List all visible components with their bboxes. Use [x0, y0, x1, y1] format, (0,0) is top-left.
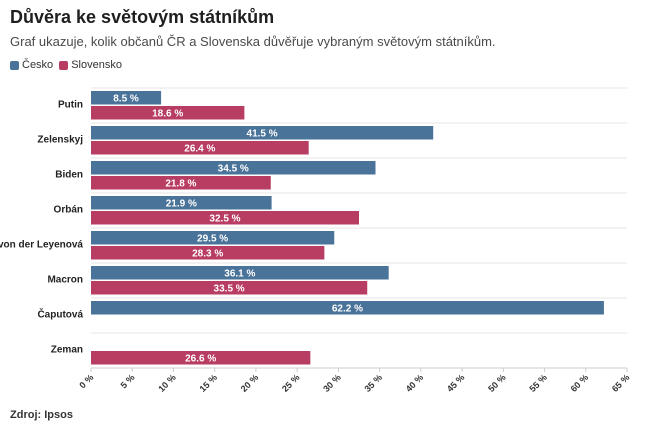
data-label: 32.5 % [209, 213, 240, 224]
bar [91, 211, 359, 225]
x-tick-label: 45 % [445, 372, 467, 394]
x-tick-label: 55 % [527, 372, 549, 394]
x-tick-label: 40 % [404, 372, 426, 394]
data-label: 41.5 % [247, 128, 278, 139]
bar [91, 231, 335, 245]
category-label: Orbán [54, 205, 83, 216]
x-tick-label: 20 % [239, 372, 261, 394]
chart-subtitle: Graf ukazuje, kolik občanů ČR a Slovensk… [10, 34, 496, 49]
source-note: Zdroj: Ipsos [10, 409, 73, 421]
bar [91, 351, 311, 365]
bar [91, 106, 245, 120]
legend-swatch-slovensko [59, 60, 69, 70]
legend-label-cesko: Česko [22, 59, 54, 71]
legend-item-slovensko[interactable]: Slovensko [59, 59, 122, 71]
data-label: 28.3 % [192, 248, 223, 259]
category-label: Čaputová [37, 308, 83, 321]
category-label: Putin [58, 100, 83, 111]
bar [91, 141, 309, 155]
data-label: 34.5 % [218, 163, 249, 174]
x-tick-label: 50 % [486, 372, 508, 394]
bar [91, 266, 389, 280]
x-tick-label: 30 % [321, 372, 343, 394]
category-label: Zelenskyj [37, 135, 83, 146]
x-tick-label: 5 % [119, 372, 137, 390]
bar [91, 91, 162, 105]
category-label: Biden [55, 170, 83, 181]
x-tick-label: 65 % [610, 372, 632, 394]
data-label: 26.4 % [184, 143, 215, 154]
category-label: Zeman [51, 345, 83, 356]
bar [91, 126, 434, 140]
category-label: Macron [47, 275, 83, 286]
bar [91, 161, 376, 175]
x-tick-label: 35 % [362, 372, 384, 394]
x-tick-label: 25 % [280, 372, 302, 394]
data-label: 29.5 % [197, 233, 228, 244]
data-label: 62.2 % [332, 303, 363, 314]
data-label: 21.8 % [165, 178, 196, 189]
data-label: 18.6 % [152, 108, 183, 119]
category-label: von der Leyenová [0, 240, 83, 251]
bar [91, 246, 325, 260]
data-label: 33.5 % [214, 283, 245, 294]
bar [91, 176, 271, 190]
x-tick-label: 15 % [198, 372, 220, 394]
legend: Česko Slovensko [10, 59, 128, 71]
x-tick-label: 0 % [77, 372, 95, 390]
bar [91, 281, 368, 295]
legend-item-cesko[interactable]: Česko [10, 59, 53, 71]
x-tick-label: 60 % [569, 372, 591, 394]
legend-label-slovensko: Slovensko [71, 59, 122, 71]
bar [91, 301, 604, 315]
data-label: 36.1 % [224, 268, 255, 279]
data-label: 21.9 % [166, 198, 197, 209]
chart-title: Důvěra ke světovým státníkům [10, 7, 275, 27]
bar [91, 196, 272, 210]
x-tick-label: 10 % [156, 372, 178, 394]
data-label: 8.5 % [113, 93, 139, 104]
legend-swatch-cesko [10, 60, 19, 70]
data-label: 26.6 % [185, 353, 216, 364]
